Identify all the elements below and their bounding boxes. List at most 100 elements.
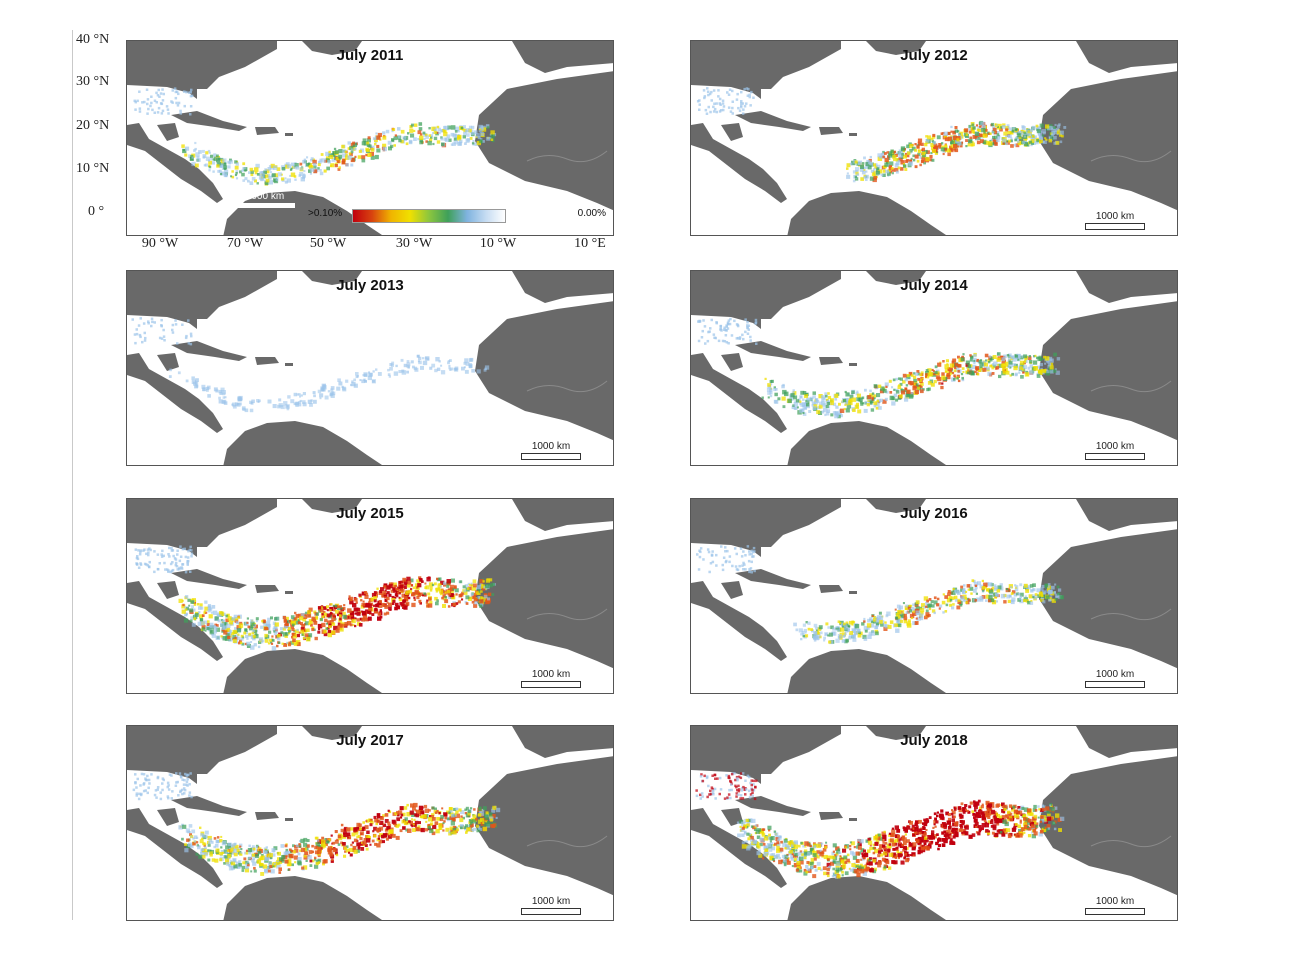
density-cell [248,844,251,848]
density-cell [320,839,326,844]
density-cell [396,588,399,591]
density-cell [391,595,395,599]
density-cell [155,91,158,95]
land-mass-4 [691,353,787,433]
density-cell [150,324,153,328]
density-cell [951,606,955,610]
density-cell [175,565,179,568]
density-cell [142,783,145,786]
density-cell [304,611,308,615]
density-cell [746,326,749,330]
density-cell [860,177,864,181]
density-cell [956,374,960,378]
density-cell [912,611,917,616]
density-cell [484,365,490,370]
density-cell [753,569,756,573]
density-cell [345,848,350,853]
density-cell [398,597,403,602]
density-cell [419,592,423,596]
density-cell [342,830,347,835]
density-cell [902,373,907,378]
density-cell [158,562,161,565]
density-cell [354,155,357,158]
density-cell [412,365,415,369]
density-cell [204,606,209,611]
density-cell [245,634,249,639]
density-cell [189,156,194,161]
density-cell [452,827,457,832]
density-cell [232,629,237,634]
sargassum-density-layer [134,545,496,651]
density-cell [183,618,189,623]
density-cell [166,795,170,798]
density-cell [925,374,930,379]
density-cell [988,582,993,587]
density-cell [271,646,277,651]
density-cell [161,88,164,91]
density-cell [183,90,186,93]
density-cell [391,130,394,133]
density-cell [708,92,712,96]
density-cell [225,845,229,850]
density-cell [1005,370,1010,375]
density-cell [917,372,921,376]
density-cell [846,404,852,409]
density-cell [996,363,999,366]
density-cell [187,549,190,553]
density-cell [160,337,164,340]
density-cell [900,160,905,165]
density-cell [974,805,978,810]
density-cell [286,407,290,411]
scale-bar: 1000 km [1085,211,1145,230]
density-cell [294,848,299,853]
density-cell [211,161,215,165]
scale-bar-line [1085,453,1145,460]
density-cell [480,132,485,137]
density-cell [283,401,288,406]
density-cell [273,630,276,633]
density-cell [454,813,457,816]
density-cell [391,361,395,365]
density-cell [392,128,396,132]
density-cell [976,140,981,145]
density-cell [920,142,924,146]
density-cell [311,844,314,848]
density-cell [192,842,196,846]
density-cell [840,627,845,632]
density-cell [994,596,997,599]
density-cell [156,786,160,789]
density-cell [288,643,292,647]
density-cell [223,163,227,166]
land-mass-5 [721,353,743,371]
density-cell [1042,358,1045,361]
density-cell [463,131,467,136]
density-cell [462,816,465,820]
density-cell [773,386,776,389]
density-cell [225,851,229,855]
density-cell [1056,130,1061,135]
land-mass-3 [475,71,613,211]
density-cell [189,342,193,346]
density-cell [330,388,334,392]
density-cell [203,852,208,857]
density-cell [467,809,471,814]
density-cell [228,864,232,868]
density-cell [378,839,383,844]
density-cell [351,380,354,383]
density-cell [382,590,387,595]
density-cell [283,851,288,856]
density-cell [950,372,953,375]
density-cell [1043,355,1046,359]
density-cell [899,377,903,381]
density-cell [199,614,204,619]
land-mass-1 [866,499,926,513]
density-cell [457,129,460,133]
density-cell [139,335,142,339]
density-cell [956,138,960,142]
density-cell [975,366,980,370]
density-cell [722,556,726,559]
density-cell [980,121,985,126]
density-cell [792,391,797,395]
density-cell [993,131,998,135]
density-cell [897,396,902,400]
